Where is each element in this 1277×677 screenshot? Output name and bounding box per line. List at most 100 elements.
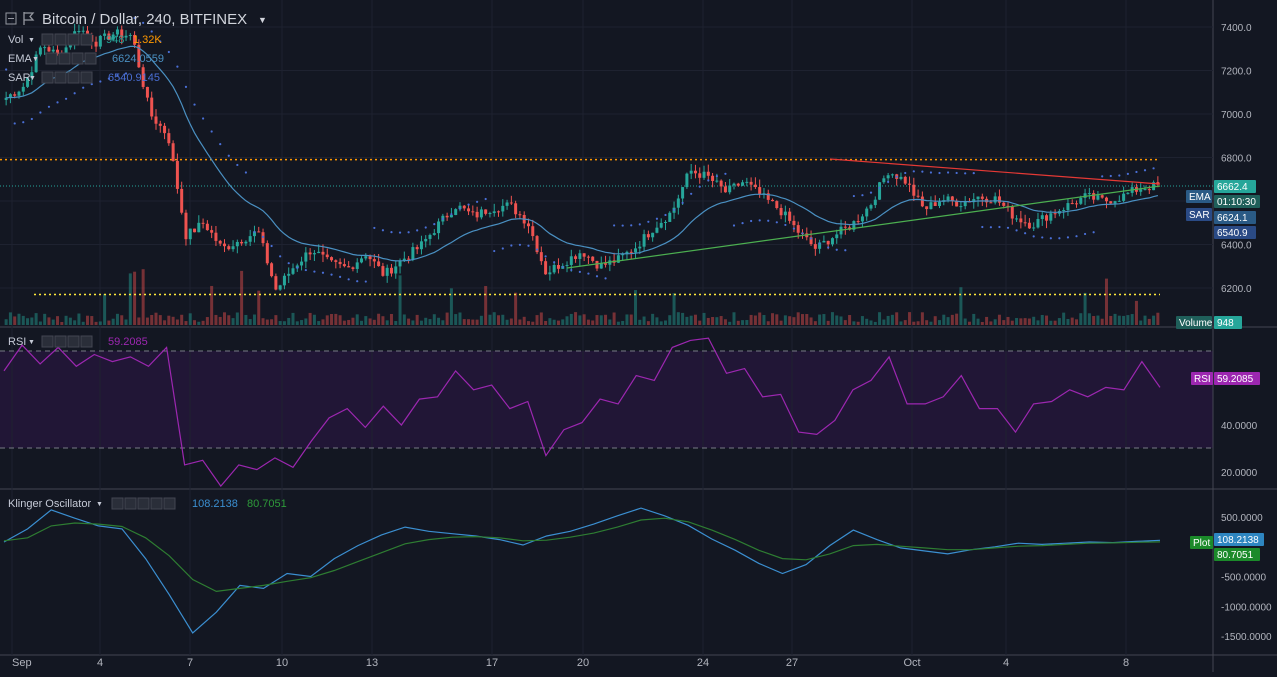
candle-body (231, 246, 235, 250)
candle-body (860, 216, 864, 222)
candle-body (347, 266, 351, 268)
volume-bar (115, 313, 119, 325)
candle-body (681, 187, 685, 199)
klinger-signal-path (3, 517, 1161, 593)
volume-bar (214, 314, 218, 325)
volume-bar (94, 321, 98, 325)
descending-trend-line[interactable] (829, 158, 1161, 185)
volume-bar (497, 315, 501, 325)
indicator-sar-name[interactable]: SAR (8, 72, 31, 84)
candle-body (385, 267, 389, 276)
volume-bar (783, 315, 787, 325)
collapse-toggle-icon[interactable] (5, 12, 17, 25)
candle-body (372, 259, 376, 262)
ascending-trend-line[interactable] (566, 185, 1161, 269)
price-tick-label: 6400.0 (1221, 241, 1252, 252)
candle-body (240, 241, 244, 244)
volume-bar (822, 314, 826, 325)
indicator-vol-name[interactable]: Vol (8, 34, 23, 46)
candle-body (26, 77, 30, 87)
indicator-ema-name[interactable]: EMA (8, 53, 33, 65)
rsi-value: 59.2085 (108, 336, 148, 348)
chevron-down-icon[interactable]: ▼ (96, 501, 103, 508)
candle-body (976, 196, 980, 200)
klinger-tick-label: -1000.0000 (1221, 602, 1272, 613)
candle-body (1027, 222, 1031, 229)
volume-bar (462, 319, 466, 325)
sar-dot (912, 170, 915, 173)
price-axis[interactable]: 7400.0 7200.0 7000.0 6800.0 6400.0 6200.0 40.0… (1221, 23, 1272, 643)
indicator-vol-value-2: 1.32K (133, 34, 162, 46)
horizontal-levels[interactable] (0, 158, 1213, 296)
main-legend: Bitcoin / Dollar, 240, BITFINEX ▼ Vol ▼ … (5, 11, 267, 84)
candle-body (411, 247, 415, 259)
sar-dot (501, 247, 504, 250)
volume-bar (364, 316, 368, 325)
sar-dot (381, 229, 385, 232)
indicator-vol-controls[interactable] (41, 33, 93, 46)
sar-dot (690, 192, 693, 195)
candle-body (47, 47, 51, 52)
volume-bar (908, 312, 912, 325)
candle-body (736, 183, 740, 186)
chevron-down-icon[interactable]: ▼ (28, 339, 35, 346)
flag-icon[interactable] (23, 12, 35, 25)
klinger-lines (3, 507, 1161, 634)
volume-bar (711, 316, 715, 325)
rsi-tick-label: 40.0000 (1221, 421, 1258, 432)
volume-bar (1049, 320, 1053, 325)
ema-price-tag-text: 6624.1 (1217, 213, 1248, 224)
candle-body (402, 258, 406, 261)
volume-bar (976, 318, 980, 325)
candle-body (150, 97, 154, 117)
symbol-title[interactable]: Bitcoin / Dollar, 240, BITFINEX (42, 11, 247, 28)
sar-dot (621, 224, 624, 227)
klinger-series-tag-text: Plot (1193, 538, 1210, 549)
volume-bar (479, 315, 483, 325)
candle-body (381, 266, 385, 276)
time-tick-label: 24 (697, 657, 709, 669)
candle-body (205, 223, 209, 231)
volume-bar (385, 320, 389, 325)
candle-body (171, 143, 175, 161)
candle-body (869, 205, 873, 209)
klinger-controls[interactable] (111, 497, 176, 510)
volume-bar (1139, 320, 1143, 325)
chevron-down-icon[interactable]: ▼ (28, 37, 35, 44)
rsi-controls[interactable] (41, 335, 93, 348)
candle-body (912, 184, 916, 196)
rsi-name[interactable]: RSI (8, 336, 26, 348)
indicator-sar-controls[interactable] (41, 71, 93, 84)
candle-body (813, 244, 817, 249)
volume-bar (389, 313, 393, 325)
price-tags: 6662.4 01:10:30 6624.1 6540.9 EMA SAR Volume 94… (1176, 180, 1264, 561)
klinger-name[interactable]: Klinger Oscillator (8, 498, 91, 510)
volume-bar (150, 314, 154, 325)
volume-bar (205, 317, 209, 325)
candle-body (989, 202, 993, 204)
symbol-dropdown-icon[interactable]: ▼ (258, 15, 267, 25)
sar-dot (22, 121, 25, 124)
volume-bar (766, 321, 770, 325)
candle-body (509, 202, 513, 204)
candle-body (1079, 197, 1083, 204)
candle-body (916, 195, 920, 197)
candle-body (38, 47, 42, 55)
volume-bar (676, 312, 680, 325)
candle-body (625, 251, 629, 255)
rsi-value-tag-text: 59.2085 (1217, 374, 1254, 385)
volume-bar (1134, 300, 1138, 325)
volume-bar (779, 320, 783, 325)
volume-bar (1075, 319, 1079, 325)
chevron-down-icon[interactable]: ▼ (29, 75, 36, 82)
volume-bar (321, 319, 325, 325)
trend-lines[interactable] (566, 158, 1161, 269)
volume-bar (505, 319, 509, 325)
sar-dot (895, 175, 898, 178)
chevron-down-icon[interactable]: ▼ (32, 56, 39, 63)
rsi-value-tag: 59.2085 (1214, 372, 1260, 385)
indicator-ema-controls[interactable] (45, 52, 97, 65)
volume-bar (732, 312, 736, 325)
time-axis[interactable]: Sep 4 7 10 13 17 20 24 27 Oct 4 8 (12, 657, 1129, 669)
